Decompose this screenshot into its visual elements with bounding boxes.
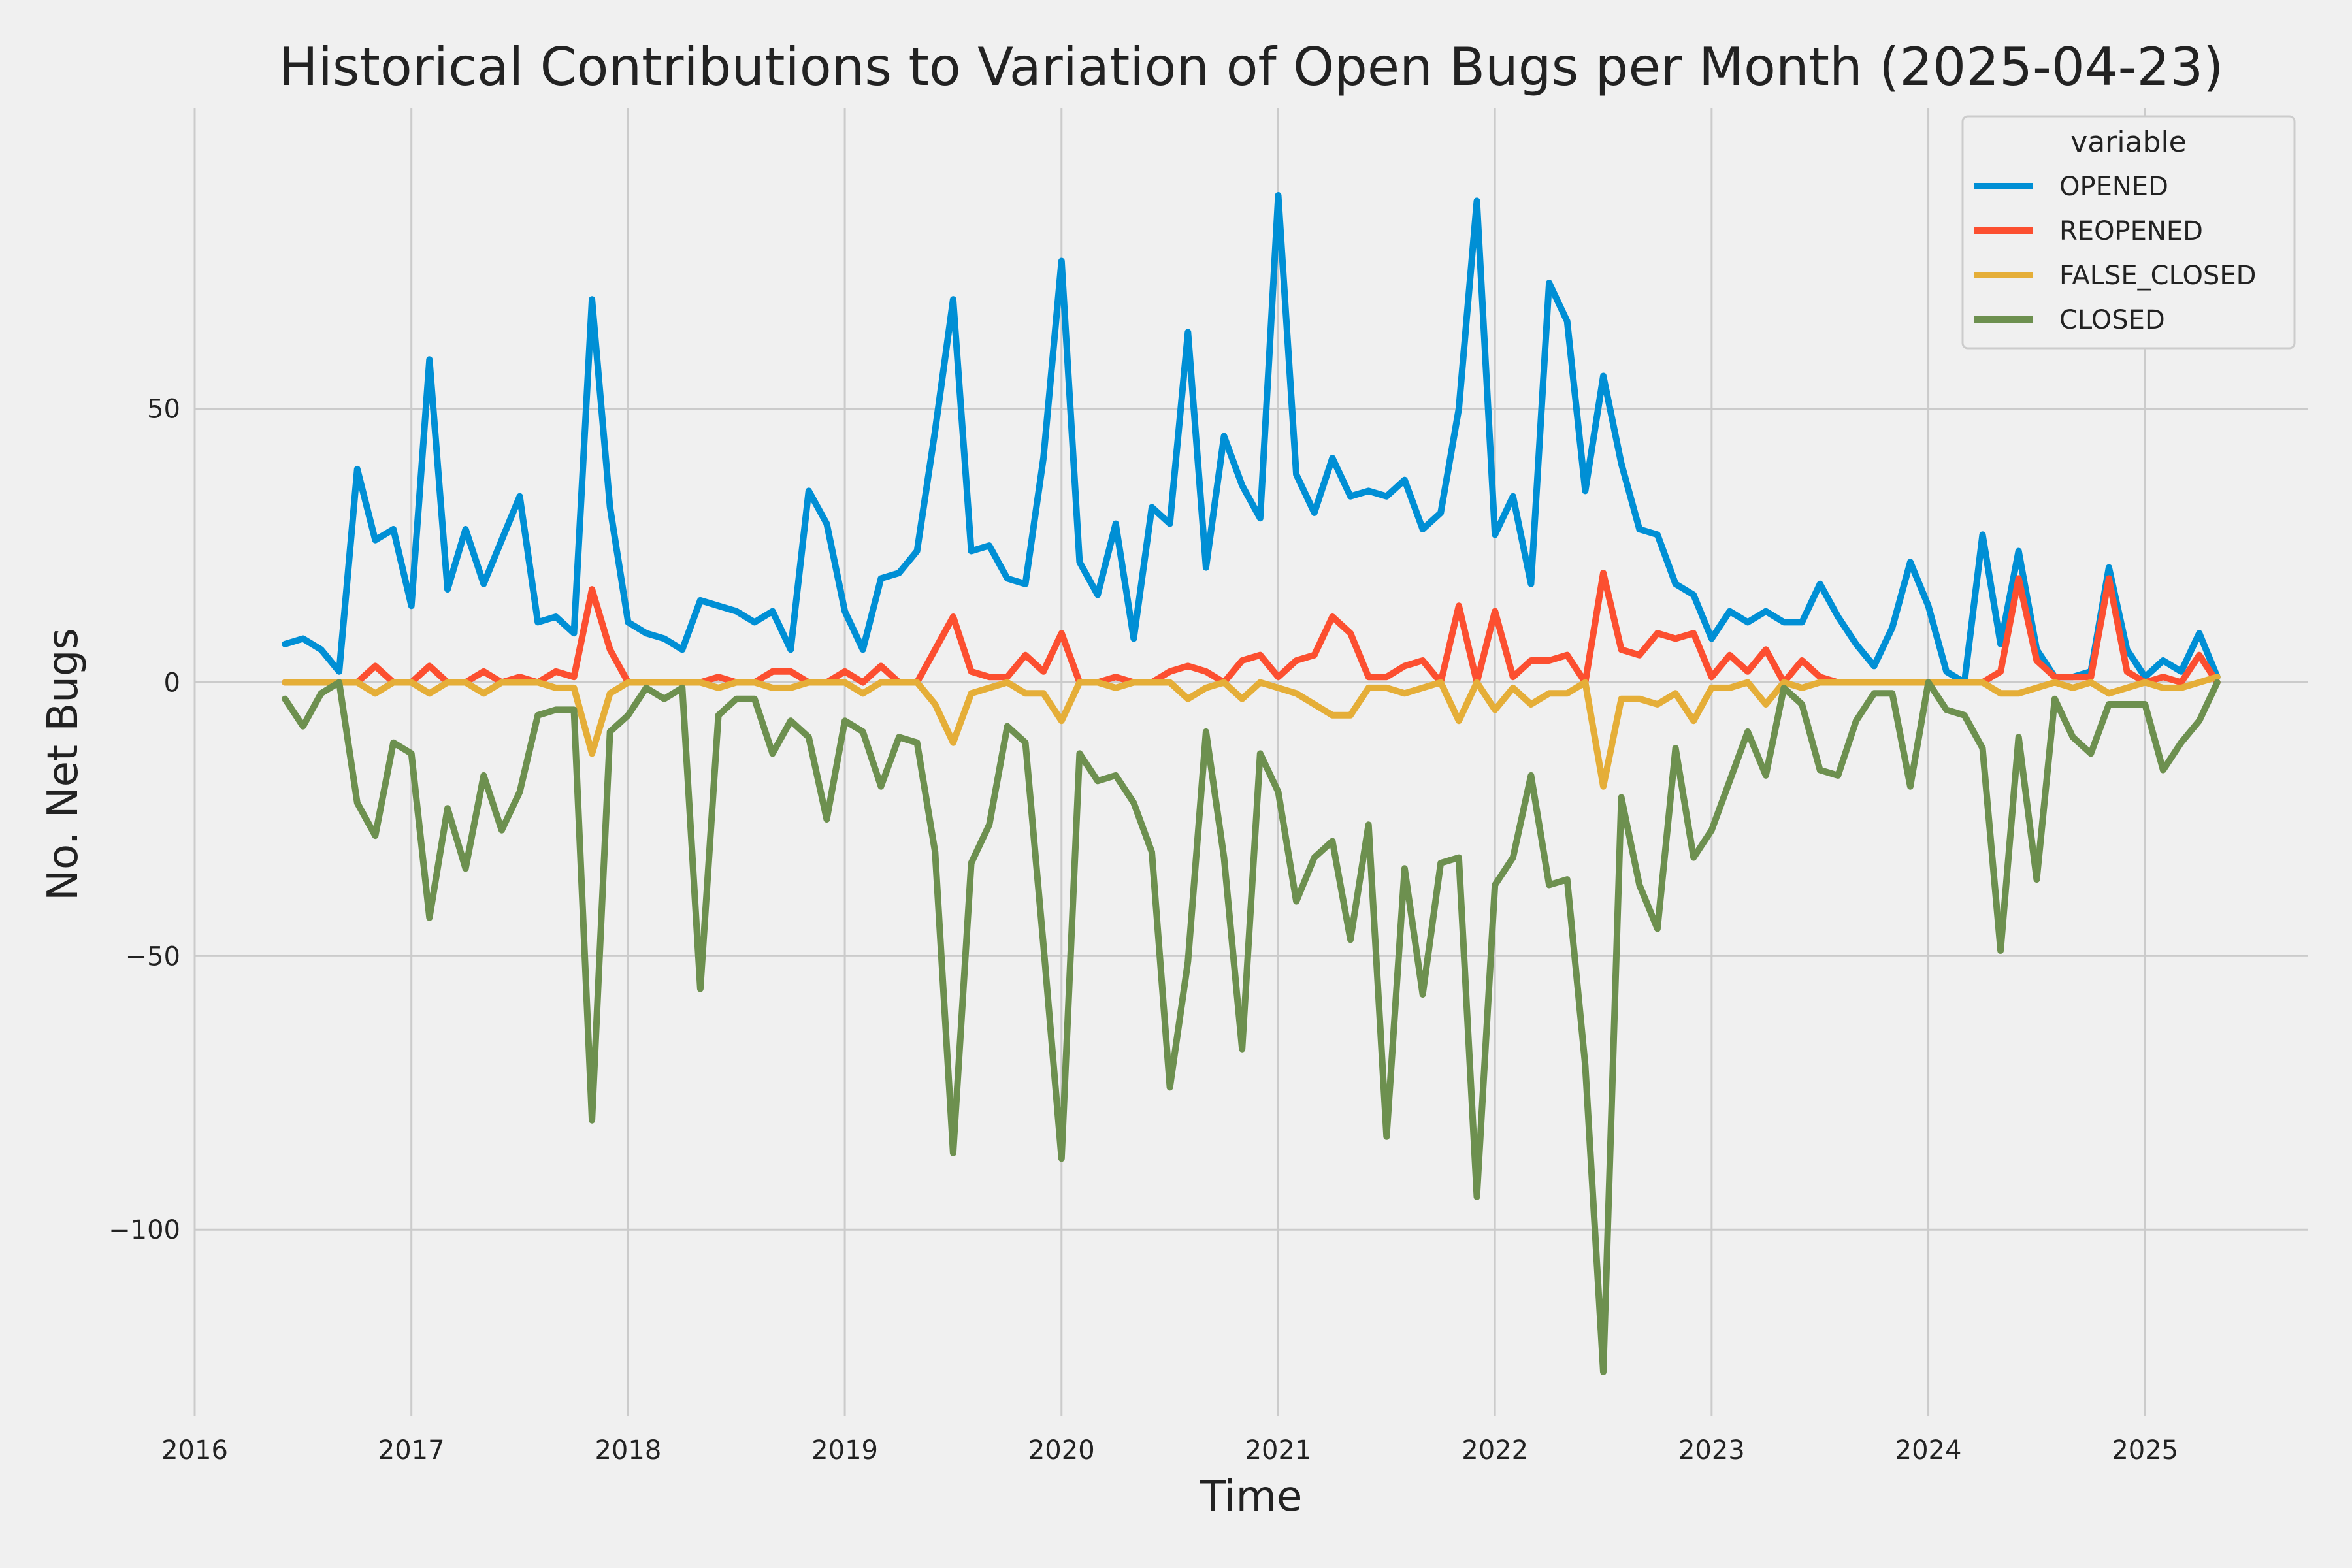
y-tick-label: −100 [108, 1215, 180, 1245]
x-tick-label: 2024 [1895, 1435, 1962, 1465]
y-tick-label: 0 [164, 668, 180, 698]
legend-label: REOPENED [2059, 216, 2203, 246]
series-line-opened [282, 192, 2221, 686]
legend-items: OPENED REOPENED FALSE_CLOSED CLOSED [1974, 172, 2256, 335]
series-line-false-closed [282, 674, 2221, 790]
legend: variable OPENED REOPENED FALSE_CLOSED CLOSE… [1961, 115, 2296, 350]
x-tick-label: 2023 [1678, 1435, 1745, 1465]
x-tick-label: 2017 [378, 1435, 445, 1465]
x-axis-title: Time [1200, 1473, 1303, 1521]
y-tick-label: 50 [147, 395, 180, 425]
chart-title: Historical Contributions to Variation of… [278, 37, 2223, 97]
x-tick-label: 2021 [1245, 1435, 1312, 1465]
x-tick-label: 2022 [1462, 1435, 1528, 1465]
x-tick-label: 2025 [2112, 1435, 2178, 1465]
x-axis-tick-labels: 2016 2017 2018 2019 2020 2021 2022 2023 2024 2025 [161, 1435, 2178, 1465]
series-line-closed [282, 679, 2221, 1375]
x-tick-label: 2020 [1028, 1435, 1095, 1465]
legend-label: OPENED [2059, 172, 2168, 202]
y-axis-tick-labels: 50 0 −50 −100 [108, 395, 180, 1245]
y-tick-label: −50 [125, 941, 180, 972]
x-tick-label: 2018 [595, 1435, 661, 1465]
legend-label: FALSE_CLOSED [2059, 261, 2256, 291]
legend-title: variable [2070, 125, 2187, 159]
x-tick-label: 2016 [161, 1435, 228, 1465]
y-axis-title: No. Net Bugs [39, 628, 88, 901]
series-lines [282, 192, 2221, 1375]
legend-label: CLOSED [2059, 305, 2165, 335]
x-tick-label: 2019 [811, 1435, 878, 1465]
legend-box [1961, 115, 2296, 350]
